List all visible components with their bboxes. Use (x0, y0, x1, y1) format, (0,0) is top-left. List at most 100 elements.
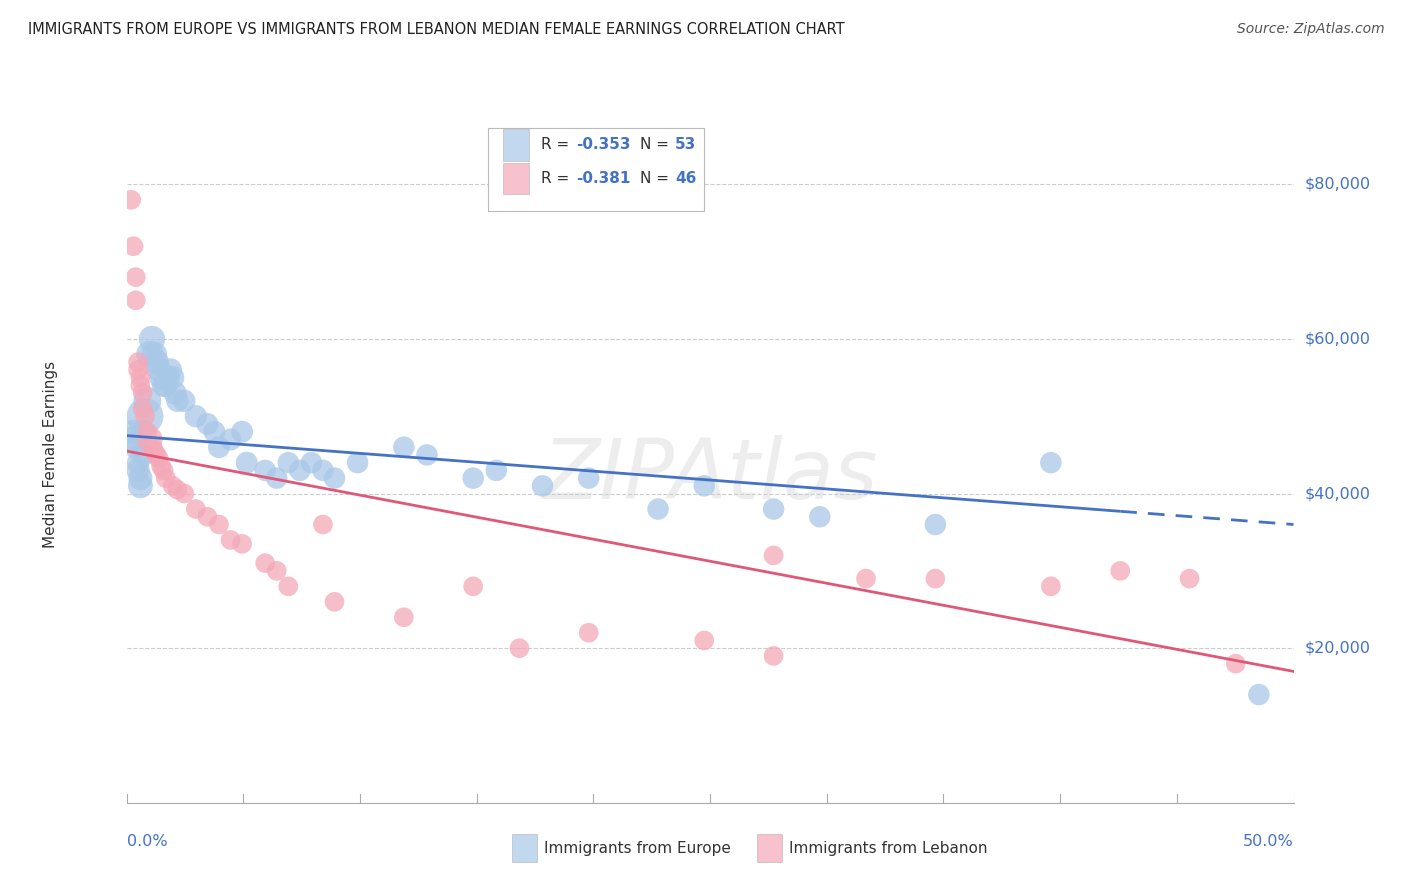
Point (184, 502, 207, 516)
Point (155, 378, 177, 392)
Point (120, 433, 142, 447)
Point (125, 270, 148, 285)
Text: -0.381: -0.381 (576, 171, 630, 186)
Point (1109, 564, 1132, 578)
Point (132, 425, 155, 439)
Point (165, 386, 187, 401)
Point (134, 409, 156, 424)
Point (578, 625, 600, 640)
Point (129, 370, 152, 384)
Point (463, 471, 485, 485)
Point (157, 370, 180, 384)
Point (277, 579, 299, 593)
Point (202, 425, 225, 439)
Point (134, 409, 156, 424)
Text: Immigrants from Lebanon: Immigrants from Lebanon (789, 840, 988, 855)
Point (323, 471, 346, 485)
Point (166, 483, 188, 497)
Point (136, 393, 159, 408)
Point (1039, 579, 1062, 593)
Bar (512, 834, 537, 862)
Point (346, 456, 368, 470)
Point (463, 579, 485, 593)
Point (416, 448, 439, 462)
Point (485, 463, 508, 477)
Text: 0.0%: 0.0% (127, 834, 167, 849)
Point (125, 293, 148, 308)
Point (145, 355, 167, 369)
Point (1039, 456, 1062, 470)
Point (152, 378, 174, 392)
Text: R =: R = (541, 171, 574, 186)
Point (219, 533, 242, 547)
Point (808, 509, 831, 524)
Point (197, 509, 219, 524)
Text: Immigrants from Europe: Immigrants from Europe (544, 840, 731, 855)
Point (693, 633, 716, 648)
Point (132, 386, 155, 401)
Point (132, 401, 155, 416)
Text: $60,000: $60,000 (1305, 332, 1371, 346)
Point (141, 440, 163, 454)
Point (184, 409, 207, 424)
Text: Source: ZipAtlas.com: Source: ZipAtlas.com (1237, 22, 1385, 37)
Point (1225, 657, 1247, 671)
Point (924, 572, 946, 586)
Point (277, 456, 299, 470)
Point (231, 537, 253, 551)
Point (312, 517, 335, 532)
Text: Median Female Earnings: Median Female Earnings (44, 361, 58, 549)
Point (508, 641, 530, 656)
Point (208, 517, 231, 532)
Point (208, 440, 231, 454)
Point (143, 347, 166, 361)
Point (152, 463, 174, 477)
Point (392, 610, 415, 624)
Point (924, 517, 946, 532)
Point (129, 479, 152, 493)
Point (578, 471, 600, 485)
Point (127, 456, 149, 470)
Point (143, 444, 166, 458)
Point (647, 502, 669, 516)
Point (312, 463, 335, 477)
Point (762, 549, 785, 563)
Point (231, 425, 253, 439)
Text: $20,000: $20,000 (1305, 640, 1371, 656)
Text: N =: N = (640, 171, 673, 186)
Text: 50.0%: 50.0% (1243, 834, 1294, 849)
Point (145, 448, 167, 462)
Point (162, 370, 184, 384)
Bar (756, 834, 782, 862)
Bar (503, 129, 529, 161)
Point (122, 239, 145, 253)
Text: $40,000: $40,000 (1305, 486, 1371, 501)
Point (125, 440, 148, 454)
Point (219, 433, 242, 447)
Text: 46: 46 (675, 171, 696, 186)
Point (173, 486, 195, 500)
Point (762, 502, 785, 516)
Point (138, 347, 160, 361)
Point (166, 393, 188, 408)
Point (127, 363, 149, 377)
Point (1178, 572, 1201, 586)
Point (136, 425, 159, 439)
Text: N =: N = (640, 137, 673, 153)
Point (693, 479, 716, 493)
Point (150, 370, 173, 384)
Point (173, 393, 195, 408)
Point (531, 479, 554, 493)
Text: R =: R = (541, 137, 574, 153)
Point (148, 363, 170, 377)
Text: IMMIGRANTS FROM EUROPE VS IMMIGRANTS FROM LEBANON MEDIAN FEMALE EARNINGS CORRELA: IMMIGRANTS FROM EUROPE VS IMMIGRANTS FRO… (28, 22, 845, 37)
FancyBboxPatch shape (488, 128, 704, 211)
Point (266, 471, 288, 485)
Point (254, 556, 277, 570)
Point (299, 456, 322, 470)
Point (148, 451, 170, 466)
Point (288, 463, 311, 477)
Point (127, 355, 149, 369)
Point (155, 471, 177, 485)
Text: $80,000: $80,000 (1305, 177, 1371, 192)
